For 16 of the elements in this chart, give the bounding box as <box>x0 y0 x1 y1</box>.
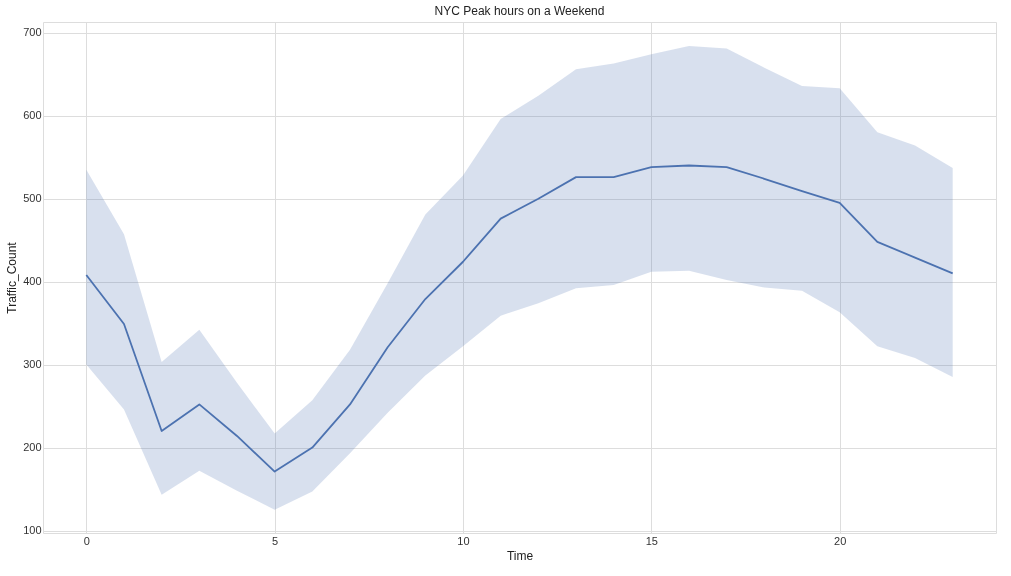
x-tick-label: 0 <box>83 534 90 547</box>
x-tick-label: 10 <box>457 534 470 547</box>
x-axis-title: Time <box>506 548 534 563</box>
y-tick-label: 400 <box>23 275 42 288</box>
y-tick-label: 300 <box>23 358 42 371</box>
y-tick-label: 700 <box>23 26 42 39</box>
y-axis-title: Traffic_Count <box>5 241 20 314</box>
x-tick-label: 5 <box>272 534 279 547</box>
x-tick-label: 15 <box>645 534 658 547</box>
y-tick-label: 600 <box>23 109 42 122</box>
y-tick-label: 100 <box>23 524 42 537</box>
x-tick-label: 20 <box>834 534 847 547</box>
line-series <box>85 164 954 473</box>
chart-title: NYC Peak hours on a Weekend <box>434 4 605 18</box>
y-tick-label: 500 <box>23 192 42 205</box>
y-tick-label: 200 <box>23 441 42 454</box>
